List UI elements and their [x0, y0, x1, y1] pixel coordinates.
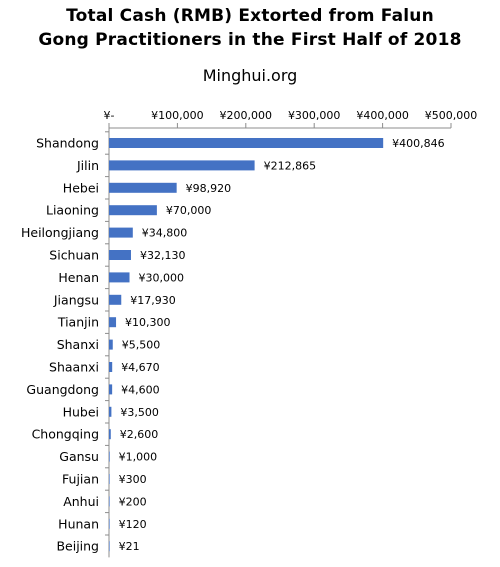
bar — [109, 541, 110, 552]
chart-title-line-2: Gong Practitioners in the First Half of … — [38, 30, 462, 50]
bar — [109, 250, 131, 260]
bar — [109, 362, 113, 372]
data-label: ¥400,846 — [392, 137, 445, 150]
category-label: Henan — [58, 270, 99, 285]
chart-subtitle: Minghui.org — [202, 66, 298, 85]
category-label: Gansu — [59, 449, 99, 464]
bar — [109, 518, 110, 529]
data-label: ¥2,600 — [120, 428, 159, 441]
category-label: Hunan — [58, 516, 99, 531]
data-label: ¥32,130 — [140, 249, 186, 262]
data-label: ¥70,000 — [166, 204, 212, 217]
category-label: Jiangsu — [53, 292, 99, 307]
x-tick-label: ¥- — [104, 109, 115, 122]
x-tick-label: ¥400,000 — [356, 109, 409, 122]
data-label: ¥212,865 — [264, 159, 317, 172]
data-label: ¥10,300 — [125, 316, 171, 329]
category-label: Fujian — [62, 472, 99, 487]
bar — [109, 138, 384, 148]
bar — [109, 317, 117, 328]
category-label: Jilin — [76, 158, 99, 173]
category-label: Hebei — [63, 180, 99, 195]
category-label: Beijing — [56, 539, 99, 554]
data-label: ¥5,500 — [122, 339, 160, 352]
data-label: ¥3,500 — [120, 406, 159, 419]
data-label: ¥300 — [119, 473, 147, 486]
bar — [109, 272, 130, 283]
data-label: ¥17,930 — [130, 294, 176, 307]
bar — [109, 182, 177, 193]
x-tick-label: ¥500,000 — [425, 109, 478, 122]
x-tick-label: ¥300,000 — [288, 109, 341, 122]
bar — [109, 496, 110, 507]
category-label: Sichuan — [49, 248, 99, 263]
category-label: Anhui — [63, 494, 99, 509]
bar — [109, 294, 122, 305]
category-label: Chongqing — [32, 427, 99, 442]
bar — [109, 451, 110, 462]
category-label: Heilongjiang — [21, 225, 99, 240]
data-label: ¥30,000 — [139, 271, 185, 284]
data-label: ¥4,670 — [121, 361, 159, 374]
data-label: ¥200 — [119, 495, 147, 508]
category-label: Hubei — [63, 404, 99, 419]
bar — [109, 474, 110, 484]
category-label: Liaoning — [46, 203, 99, 218]
bar — [109, 205, 157, 216]
data-label: ¥1,000 — [119, 451, 157, 464]
chart-title-line-1: Total Cash (RMB) Extorted from Falun — [66, 6, 434, 26]
bar — [109, 406, 112, 417]
bar — [109, 384, 113, 395]
bar — [109, 339, 113, 350]
category-label: Shandong — [36, 136, 99, 151]
x-tick-label: ¥100,000 — [151, 109, 204, 122]
data-label: ¥34,800 — [142, 227, 188, 240]
bar — [109, 160, 255, 171]
axis-layer: ¥- ¥100,000 ¥200,000 ¥300,000 ¥400,000 ¥500,0… — [104, 109, 478, 558]
bar-layer — [109, 138, 384, 552]
data-label-layer: ¥400,846 ¥212,865 ¥98,920 ¥70,000 ¥34,800 ¥32… — [119, 137, 445, 553]
x-tick-label: ¥200,000 — [220, 109, 273, 122]
category-label: Shanxi — [57, 337, 99, 352]
bar — [109, 227, 133, 238]
category-label-layer: Shandong Jilin Hebei Liaoning Heilongjiang Si… — [21, 136, 99, 554]
data-label: ¥4,600 — [121, 383, 159, 396]
data-label: ¥120 — [119, 518, 147, 531]
data-label: ¥21 — [119, 540, 140, 553]
data-label: ¥98,920 — [186, 182, 232, 195]
category-label: Tianjin — [57, 315, 99, 330]
bar — [109, 429, 111, 440]
category-label: Guangdong — [26, 382, 99, 397]
category-label: Shaanxi — [49, 360, 99, 375]
